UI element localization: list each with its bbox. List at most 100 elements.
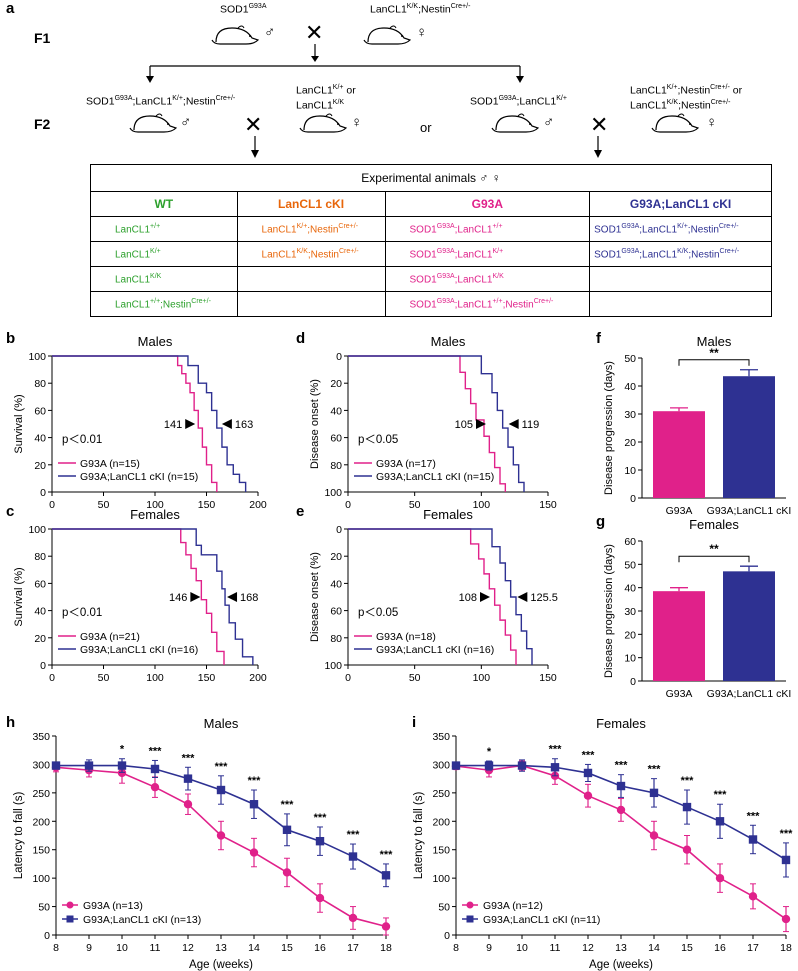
data-point bbox=[348, 852, 358, 861]
cross-icon: ✕ bbox=[305, 20, 324, 45]
x-tick-label: 10 bbox=[516, 942, 528, 954]
y-tick-label: 80 bbox=[34, 551, 46, 563]
table-cell: LanCL1+/+;NestinCre+/- bbox=[90, 291, 238, 317]
p-value: p＜0.05 bbox=[358, 607, 398, 619]
y-tick-label: 300 bbox=[32, 759, 50, 771]
x-tick-label: 10 bbox=[116, 942, 128, 954]
p-value: p＜0.05 bbox=[358, 434, 398, 446]
chart-title: Females bbox=[423, 507, 473, 522]
legend-label: G93A (n=18) bbox=[376, 631, 436, 643]
data-point bbox=[315, 836, 325, 846]
y-axis-label: Survival (%) bbox=[13, 567, 25, 626]
data-point bbox=[715, 873, 725, 883]
table-cell: SOD1G93A;LanCL1+/+ bbox=[384, 216, 591, 242]
data-point bbox=[517, 761, 527, 770]
y-tick-label: 20 bbox=[624, 629, 636, 641]
x-tick-label: 11 bbox=[150, 942, 161, 954]
x-tick-label: 15 bbox=[681, 942, 693, 954]
median-arrow bbox=[476, 419, 486, 429]
significance-stars: *** bbox=[747, 810, 761, 822]
data-point bbox=[649, 831, 659, 840]
data-point bbox=[282, 868, 292, 877]
experimental-animals-table: Experimental animals ♂ ♀ WT LanCL1 cKI G… bbox=[90, 164, 772, 317]
median-label: 141 bbox=[164, 419, 182, 431]
x-tick-label: 18 bbox=[780, 942, 792, 954]
data-point bbox=[748, 835, 758, 844]
table-cell: SOD1G93A;LanCL1K/+ bbox=[384, 241, 591, 267]
x-tick-label: 12 bbox=[582, 942, 594, 954]
y-tick-label: 40 bbox=[624, 583, 636, 595]
mouse-icon bbox=[299, 113, 348, 133]
y-tick-label: 150 bbox=[432, 845, 450, 857]
f2-left-female: LanCL1K/+ or LanCL1K/K bbox=[296, 84, 356, 111]
y-tick-label: 10 bbox=[624, 653, 636, 665]
data-point bbox=[616, 781, 626, 791]
y-axis-label: Latency to fall (s) bbox=[13, 792, 25, 880]
y-tick-label: 300 bbox=[432, 759, 450, 771]
y-tick-label: 200 bbox=[32, 816, 50, 828]
data-point bbox=[583, 791, 593, 800]
data-point bbox=[616, 805, 626, 815]
y-tick-label: 100 bbox=[28, 524, 46, 536]
y-tick-label: 350 bbox=[32, 731, 50, 743]
chart-title: Females bbox=[596, 716, 646, 731]
survival-curve-blue bbox=[348, 528, 533, 665]
rotarod-females-chart: Females 0 50 100 150 200 250 300 350 8 9 10 11 12 13 14… bbox=[413, 716, 794, 971]
data-point bbox=[282, 825, 292, 835]
table-row: LanCL1+/+ LanCL1K/+;NestinCre+/- SOD1G93A;… bbox=[90, 216, 772, 242]
median-arrow bbox=[480, 592, 490, 602]
survival-curve-blue bbox=[348, 355, 525, 492]
y-tick-label: 40 bbox=[624, 381, 636, 393]
survival-curve-pink bbox=[52, 528, 225, 665]
legend-marker bbox=[466, 915, 474, 923]
x-tick-label: 50 bbox=[98, 499, 110, 510]
y-tick-label: 80 bbox=[330, 633, 342, 645]
panel-label-e: e bbox=[296, 503, 305, 520]
female-symbol: ♀ bbox=[706, 114, 718, 131]
data-point bbox=[649, 788, 659, 798]
legend-marker bbox=[66, 915, 74, 923]
y-tick-label: 0 bbox=[44, 930, 50, 942]
data-point bbox=[550, 763, 560, 772]
legend-label: G93A;LanCL1 cKI (n=15) bbox=[376, 471, 494, 483]
y-tick-label: 40 bbox=[330, 405, 342, 417]
bar-pink bbox=[653, 591, 705, 681]
or-label: or bbox=[420, 120, 432, 135]
significance-stars: *** bbox=[380, 849, 394, 861]
legend-label: G93A;LanCL1 cKI (n=16) bbox=[376, 644, 494, 656]
table-cell: LanCL1K/K;NestinCre+/- bbox=[236, 241, 386, 267]
median-arrow bbox=[190, 592, 201, 602]
y-tick-label: 0 bbox=[336, 524, 342, 536]
table-cell: LanCL1K/K bbox=[90, 266, 238, 292]
survival-curve-blue bbox=[52, 355, 247, 492]
data-point bbox=[715, 817, 725, 826]
x-tick-label: 14 bbox=[648, 942, 660, 954]
f2-left-male: SOD1G93A;LanCL1K/+;NestinCre+/- bbox=[86, 95, 236, 108]
data-point bbox=[381, 871, 391, 880]
y-tick-label: 100 bbox=[28, 351, 46, 363]
x-tick-label: 9 bbox=[86, 942, 92, 954]
y-tick-label: 0 bbox=[630, 493, 636, 505]
data-point bbox=[682, 802, 692, 812]
data-point bbox=[117, 761, 127, 770]
significance-bracket bbox=[678, 555, 750, 563]
significance-stars: *** bbox=[780, 828, 794, 840]
y-tick-label: 30 bbox=[624, 606, 636, 618]
legend-marker bbox=[66, 901, 74, 909]
x-tick-label: 8 bbox=[453, 942, 459, 954]
table-header-wt: WT bbox=[90, 191, 238, 217]
f1-parent-right: LanCL1K/K;NestinCre+/- bbox=[370, 3, 471, 16]
data-point bbox=[249, 800, 259, 809]
data-point bbox=[315, 893, 325, 903]
y-tick-label: 100 bbox=[324, 487, 342, 499]
y-tick-label: 100 bbox=[324, 660, 342, 672]
data-point bbox=[183, 800, 193, 809]
mouse-icon bbox=[211, 25, 260, 45]
p-value: p＜0.01 bbox=[62, 607, 102, 619]
bar-pink bbox=[653, 411, 705, 498]
table-cell bbox=[589, 266, 772, 292]
y-tick-label: 60 bbox=[34, 578, 46, 590]
legend-marker bbox=[466, 901, 474, 909]
data-point bbox=[484, 761, 494, 770]
x-tick-label: 150 bbox=[539, 672, 557, 683]
